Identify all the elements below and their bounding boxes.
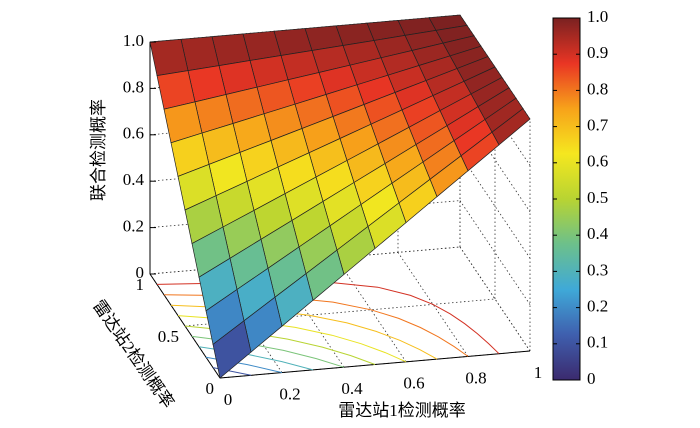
colorbar-tick-label: 0.9 — [587, 43, 608, 62]
colorbar-tick-label: 0.2 — [587, 297, 608, 316]
y-axis-label: 雷达站2检测概率 — [89, 296, 178, 411]
colorbar-tick-label: 0.7 — [587, 116, 609, 135]
z-tick-label: 1.0 — [123, 31, 144, 50]
grid-line — [459, 153, 531, 259]
grid-line — [335, 257, 407, 363]
surface-patch — [149, 38, 189, 76]
surface-patch — [212, 320, 252, 379]
colorbar-tick-label: 0.6 — [587, 152, 608, 171]
y-tick-label: 0 — [206, 379, 215, 398]
colorbar-tick-label: 1.0 — [587, 7, 608, 26]
z-tick-label: 0.4 — [123, 170, 145, 189]
colorbar — [552, 17, 581, 381]
z-tick-label: 0.2 — [123, 217, 144, 236]
x-axis-label: 雷达站1检测概率 — [338, 401, 466, 420]
colorbar-tick-label: 0.8 — [587, 79, 608, 98]
x-tick-label: 0.4 — [341, 379, 363, 398]
z-tick-label: 0.6 — [123, 124, 144, 143]
grid-line — [459, 246, 531, 352]
x-tick-label: 0.2 — [279, 385, 300, 404]
x-tick-label: 0.8 — [465, 368, 486, 387]
y-tick-label: 1 — [136, 275, 145, 294]
z-tick-label: 0 — [136, 263, 145, 282]
grid-line — [397, 252, 469, 357]
colorbar-tick-label: 0.3 — [587, 260, 608, 279]
colorbar-tick-label: 0.1 — [587, 333, 608, 352]
x-tick-label: 1 — [534, 363, 543, 382]
contour-line — [156, 280, 500, 355]
x-tick-label: 0 — [224, 390, 233, 409]
colorbar-tick-label: 0.4 — [587, 224, 609, 243]
colorbar-tick-label: 0 — [587, 369, 596, 388]
grid-line — [459, 200, 531, 305]
z-tick-label: 0.8 — [123, 77, 144, 96]
colorbar-tick-label: 0.5 — [587, 188, 608, 207]
x-tick-label: 0.6 — [403, 374, 424, 393]
z-axis-label: 联合检测概率 — [89, 99, 108, 201]
y-tick-label: 0.5 — [158, 327, 179, 346]
